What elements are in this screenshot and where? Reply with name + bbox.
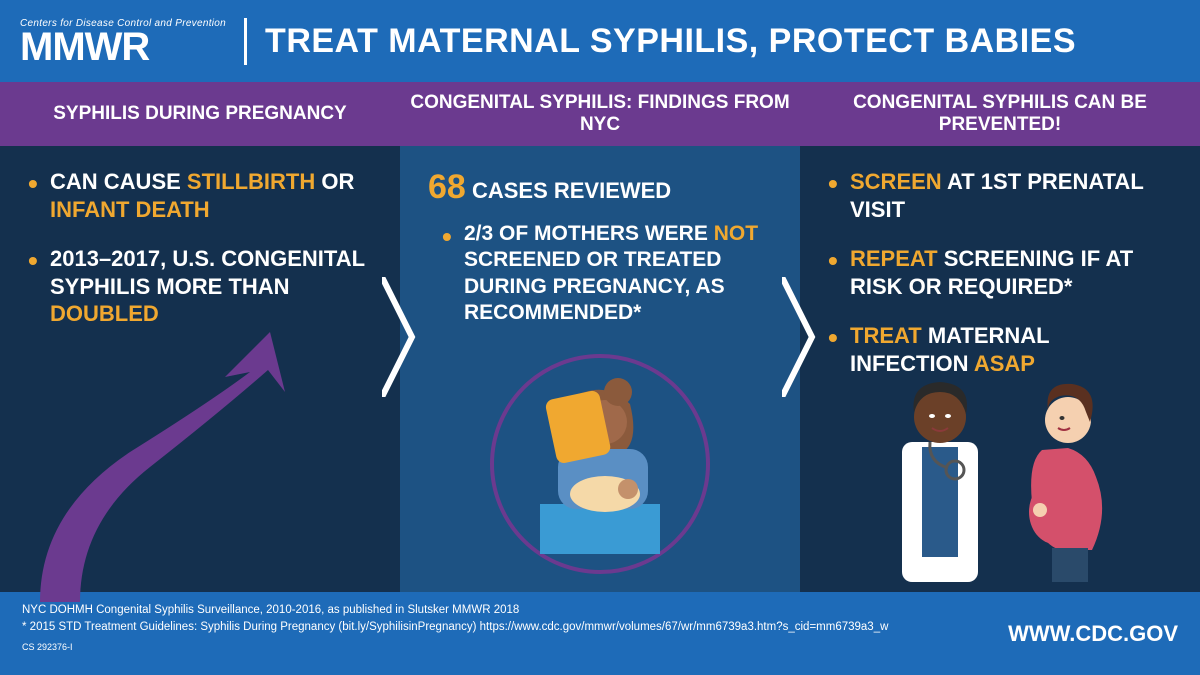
chevron-divider-icon — [382, 277, 418, 397]
chevron-divider-icon — [782, 277, 818, 397]
panel-2-body: 68 CASES REVIEWED 2/3 OF MOTHERS WERE NO… — [400, 146, 800, 592]
panel3-bullet-1: SCREEN AT 1ST PRENATAL VISIT — [828, 168, 1172, 223]
panel-1-heading: SYPHILIS DURING PREGNANCY — [0, 82, 400, 146]
panel-3: CONGENITAL SYPHILIS CAN BE PREVENTED! SC… — [800, 82, 1200, 592]
cases-reviewed: 68 CASES REVIEWED — [428, 168, 772, 207]
panel-1: SYPHILIS DURING PREGNANCY CAN CAUSE STIL… — [0, 82, 400, 592]
mother-baby-icon — [490, 354, 710, 574]
panel-2: CONGENITAL SYPHILIS: FINDINGS FROM NYC 6… — [400, 82, 800, 592]
footer-url: WWW.CDC.GOV — [1008, 621, 1178, 647]
main-title: TREAT MATERNAL SYPHILIS, PROTECT BABIES — [265, 22, 1076, 61]
panel2-bullet-1: 2/3 OF MOTHERS WERE NOT SCREENED OR TREA… — [442, 221, 772, 326]
panel3-bullet-2: REPEAT SCREENING IF AT RISK OR REQUIRED* — [828, 245, 1172, 300]
header-bar: Centers for Disease Control and Preventi… — [0, 0, 1200, 82]
logo-block: Centers for Disease Control and Preventi… — [20, 18, 247, 65]
panel-3-body: SCREEN AT 1ST PRENATAL VISIT REPEAT SCRE… — [800, 146, 1200, 592]
panel-3-heading: CONGENITAL SYPHILIS CAN BE PREVENTED! — [800, 82, 1200, 146]
upward-arrow-icon — [10, 312, 350, 612]
panels-row: SYPHILIS DURING PREGNANCY CAN CAUSE STIL… — [0, 82, 1200, 592]
mmwr-logo: MMWR — [20, 29, 226, 65]
panel1-bullet-2: 2013–2017, U.S. CONGENITAL SYPHILIS MORE… — [28, 245, 372, 328]
panel-1-body: CAN CAUSE STILLBIRTH OR INFANT DEATH 201… — [0, 146, 400, 592]
panel1-bullet-1: CAN CAUSE STILLBIRTH OR INFANT DEATH — [28, 168, 372, 223]
panel-2-heading: CONGENITAL SYPHILIS: FINDINGS FROM NYC — [400, 82, 800, 146]
doctor-patient-icon — [860, 362, 1140, 582]
